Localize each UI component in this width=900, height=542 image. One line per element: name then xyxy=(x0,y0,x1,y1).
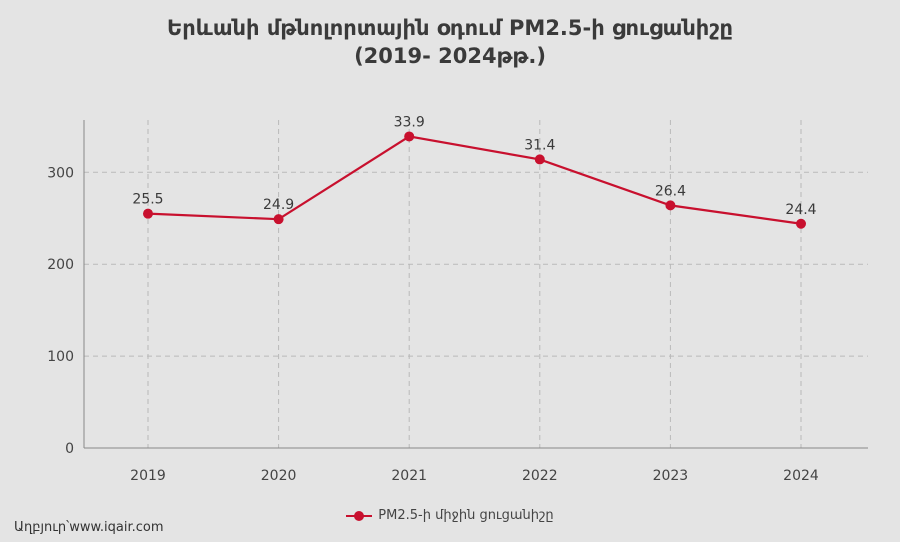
y-tick-label: 0 xyxy=(65,441,74,457)
chart-title-line2: (2019- 2024թթ.) xyxy=(354,44,546,68)
data-point xyxy=(534,154,545,165)
legend-marker-icon xyxy=(346,510,373,521)
data-point xyxy=(273,214,284,225)
data-label-layer: 25.5 24.9 33.9 31.4 26.4 24.4 xyxy=(132,114,816,217)
y-tick-label: 200 xyxy=(47,257,74,273)
y-tick-label: 100 xyxy=(47,349,74,365)
source-note: Աղբյուր՝www.iqair.com xyxy=(14,520,164,535)
y-tick-label: 300 xyxy=(47,165,74,181)
data-label: 31.4 xyxy=(524,137,555,153)
data-point xyxy=(796,218,806,229)
data-label: 24.9 xyxy=(263,197,294,213)
legend-label: PM2.5-ի միջին ցուցանիշը xyxy=(378,508,554,523)
series-line xyxy=(147,135,802,225)
x-tick-label: 2021 xyxy=(391,468,427,484)
gridlines xyxy=(84,120,868,448)
data-point xyxy=(665,200,676,211)
chart-title-line1: Երևանի մթնոլորտային օդում PM2.5-ի ցուցան… xyxy=(166,16,733,40)
legend: PM2.5-ի միջին ցուցանիշը xyxy=(0,508,900,523)
data-label: 25.5 xyxy=(132,192,163,208)
x-tick-label: 2024 xyxy=(783,468,819,484)
x-tick-label: 2023 xyxy=(653,468,689,484)
data-label: 26.4 xyxy=(655,183,686,199)
series-layer xyxy=(143,131,806,229)
axes: 0 100 200 300 2019 2020 2021 2022 2023 2024 xyxy=(47,120,868,484)
x-tick-label: 2019 xyxy=(130,468,166,484)
data-label: 33.9 xyxy=(394,114,425,130)
data-point xyxy=(404,131,415,142)
data-point xyxy=(143,208,153,219)
data-label: 24.4 xyxy=(785,202,816,218)
x-tick-label: 2022 xyxy=(522,468,558,484)
chart-title: Երևանի մթնոլորտային օդում PM2.5-ի ցուցան… xyxy=(0,14,900,70)
x-tick-label: 2020 xyxy=(261,468,297,484)
